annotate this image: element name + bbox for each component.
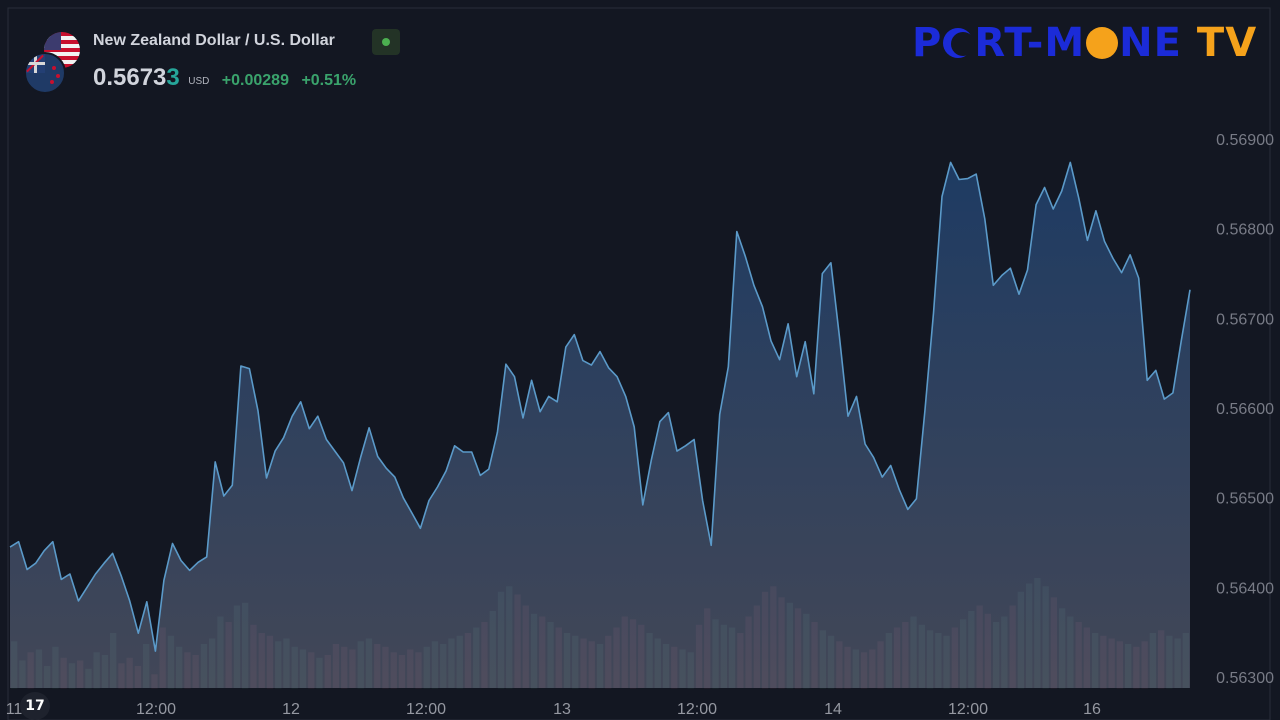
x-tick-label: 16 — [1083, 701, 1101, 718]
y-tick-label: 0.56700 — [1216, 311, 1274, 328]
plot-border — [7, 7, 1271, 720]
x-tick-label: 13 — [553, 701, 571, 718]
y-tick-label: 0.56500 — [1216, 491, 1274, 508]
x-tick-label: 12:00 — [136, 701, 176, 718]
market-open-dot-icon — [382, 38, 390, 46]
nz-flag-icon — [24, 52, 66, 94]
price-change: +0.00289 — [221, 72, 289, 89]
price-line — [9, 161, 1191, 652]
x-tick-label: 11 — [6, 701, 23, 718]
symbol-header: New Zealand Dollar / U.S. Dollar 0.56733… — [24, 28, 444, 98]
price-area — [10, 162, 1190, 688]
channel-watermark-logo: P RT-M NE TV — [912, 20, 1258, 66]
y-tick-label: 0.56800 — [1216, 222, 1274, 239]
market-status-badge[interactable] — [372, 29, 400, 55]
y-tick-label: 0.56600 — [1216, 401, 1274, 418]
y-axis: 0.56900 0.56800 0.56700 0.56600 0.56500 0.564… — [1216, 132, 1274, 687]
y-tick-label: 0.56400 — [1216, 580, 1274, 597]
x-tick-label: 12:00 — [677, 701, 717, 718]
y-tick-label: 0.56900 — [1216, 132, 1274, 149]
x-tick-label: 12:00 — [948, 701, 988, 718]
currency-label: USD — [188, 76, 210, 87]
sun-icon — [1086, 27, 1119, 59]
tradingview-logo-icon[interactable]: 17 — [20, 692, 50, 720]
price-change-percent: +0.51% — [301, 72, 357, 89]
moon-icon — [943, 28, 976, 58]
area-layer — [9, 161, 1191, 688]
y-tick-label: 0.56300 — [1216, 670, 1274, 687]
x-tick-label: 12:00 — [406, 701, 446, 718]
x-tick-label: 12 — [282, 701, 300, 718]
currency-flags — [24, 30, 84, 94]
last-price-digit: 3 — [166, 64, 180, 91]
last-price: 0.5673 — [93, 64, 167, 91]
x-axis: 11 12:00 12 12:00 13 12:00 14 12:00 16 — [6, 701, 1101, 718]
price-row: 0.56733 USD +0.00289 +0.51% — [93, 64, 356, 92]
symbol-title[interactable]: New Zealand Dollar / U.S. Dollar — [93, 32, 335, 49]
x-tick-label: 14 — [824, 701, 842, 718]
